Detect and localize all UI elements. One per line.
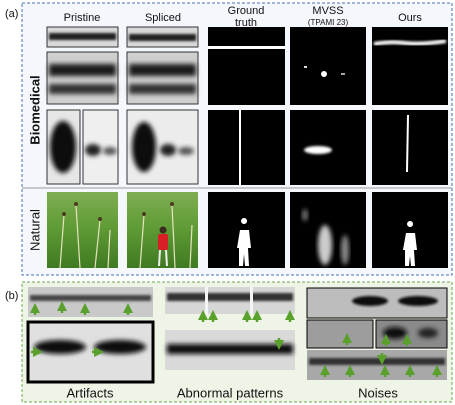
column-header: MVSS <box>312 5 343 17</box>
arrows <box>30 301 442 377</box>
column-header: Spliced <box>145 12 181 24</box>
example-images <box>26 287 448 384</box>
row-label: Biomedical <box>27 75 42 144</box>
caption: Artifacts <box>67 385 114 400</box>
panel-label: (a) <box>5 8 18 20</box>
column-header: Pristine <box>64 12 101 24</box>
column-header: Ground <box>228 5 265 17</box>
caption: Abnormal patterns <box>177 385 284 400</box>
blot-images <box>46 26 199 185</box>
caption: Noises <box>358 385 398 400</box>
column-header: truth <box>235 17 257 29</box>
column-subheader: (TPAMI 23) <box>308 18 349 27</box>
row-label: Natural <box>27 209 42 251</box>
column-header: Ours <box>398 12 422 24</box>
natural-images <box>47 192 448 269</box>
mask-images <box>208 27 448 185</box>
panel-label: (b) <box>5 290 18 302</box>
